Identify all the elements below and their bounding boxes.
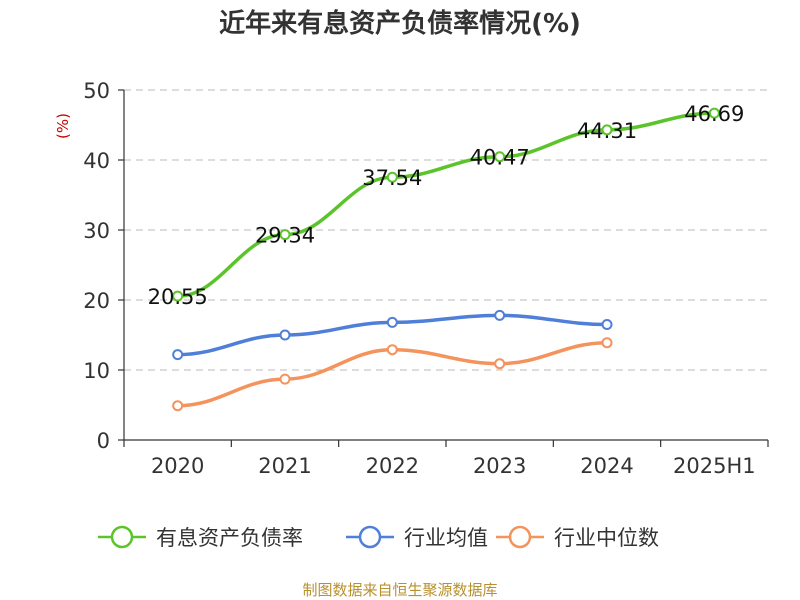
- legend-item-2[interactable]: 行业中位数: [496, 525, 659, 550]
- legend-label-0: 有息资产负债率: [156, 526, 303, 550]
- legend-marker-1: [358, 525, 382, 549]
- source-note: 制图数据来自恒生聚源数据库: [302, 581, 497, 599]
- axes: [118, 89, 769, 447]
- grid-lines: [124, 89, 768, 371]
- data-point-2-2: [386, 344, 398, 356]
- data-point-0-1: [279, 229, 291, 241]
- data-point-1-0: [172, 349, 184, 361]
- data-point-0-5: [708, 107, 720, 119]
- data-labels: 20.55 29.34 37.54 40.47 44.31 46.69: [148, 102, 745, 309]
- data-label-5: 46.69: [684, 102, 744, 126]
- series-line-0: [175, 111, 717, 298]
- legend-marker-2: [508, 525, 532, 549]
- data-point-1-1: [279, 329, 291, 341]
- y-axis-label: (%): [54, 113, 72, 139]
- x-tick-label-2025H1: 2025H1: [673, 454, 756, 478]
- data-point-1-4: [601, 319, 613, 330]
- x-tick-label-2022: 2022: [366, 454, 419, 478]
- y-tick-label-20: 20: [83, 289, 110, 313]
- legend-label-2: 行业中位数: [554, 526, 659, 550]
- x-tick-label-2024: 2024: [580, 454, 633, 478]
- y-tick-label-40: 40: [83, 149, 110, 173]
- data-point-2-4: [601, 337, 613, 349]
- chart-title: 近年来有息资产负债率情况(%): [219, 8, 581, 39]
- data-label-0: 20.55: [148, 285, 208, 309]
- data-point-2-3: [494, 358, 506, 370]
- x-tick-label-2023: 2023: [473, 454, 526, 478]
- y-tick-label-30: 30: [83, 219, 110, 243]
- y-tick-label-50: 50: [83, 79, 110, 103]
- tick-labels: 0 10 20 30 40 50 2020 2021 2022 2023 2024 2025H1: [83, 79, 755, 478]
- data-point-0-3: [494, 151, 506, 163]
- data-label-2: 37.54: [362, 166, 422, 190]
- y-tick-label-10: 10: [83, 359, 110, 383]
- data-point-1-3: [494, 309, 506, 321]
- legend-item-1[interactable]: 行业均值: [346, 525, 488, 550]
- x-tick-label-2021: 2021: [258, 454, 311, 478]
- data-label-1: 29.34: [255, 224, 315, 248]
- x-tick-label-2020: 2020: [151, 454, 204, 478]
- data-label-4: 44.31: [577, 119, 637, 143]
- legend[interactable]: 有息资产负债率 行业均值 行业中位数: [98, 525, 659, 550]
- data-point-2-0: [172, 400, 184, 412]
- data-point-2-1: [279, 373, 291, 385]
- data-point-0-4: [601, 124, 613, 136]
- data-point-1-2: [386, 316, 398, 328]
- y-tick-label-0: 0: [97, 429, 110, 453]
- data-label-3: 40.47: [470, 146, 530, 170]
- data-point-0-0: [172, 290, 184, 302]
- series-group: [172, 107, 720, 412]
- legend-item-0[interactable]: 有息资产负债率: [98, 525, 303, 550]
- legend-label-1: 行业均值: [404, 526, 488, 550]
- data-point-0-2: [386, 171, 398, 183]
- legend-marker-0: [110, 525, 134, 549]
